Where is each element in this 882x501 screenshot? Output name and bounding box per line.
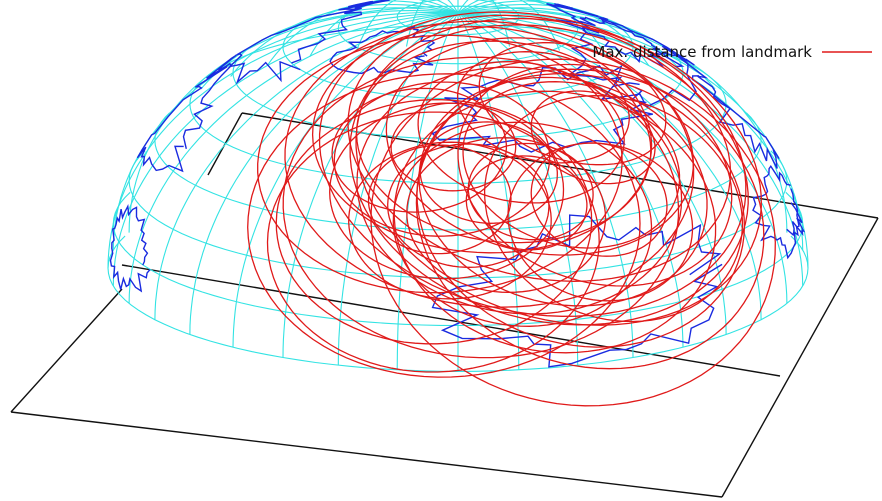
coastline: [752, 164, 800, 260]
coastline: [546, 3, 697, 108]
distance-ring: [331, 87, 508, 213]
coastline: [431, 214, 723, 368]
grid-meridian: [112, 12, 459, 287]
grid-meridian: [457, 0, 561, 51]
coastline: [109, 204, 151, 293]
coastline: [660, 45, 780, 169]
grid-meridian: [230, 3, 459, 77]
plane-edge-front-left: [10, 288, 123, 413]
legend: Max. distance from landmark: [592, 43, 872, 61]
distance-ring: [275, 99, 593, 345]
distance-rings: [247, 11, 776, 407]
distance-ring: [247, 73, 641, 378]
distance-ring: [462, 81, 681, 249]
distance-ring: [355, 40, 652, 244]
distance-ring: [418, 76, 708, 307]
distance-ring: [478, 42, 667, 166]
distance-ring: [385, 37, 694, 256]
coastlines: [109, 0, 806, 368]
distance-ring: [311, 26, 653, 254]
grid-meridian: [232, 12, 459, 348]
distance-ring: [349, 24, 749, 326]
grid-meridian: [457, 12, 727, 335]
distance-ring: [257, 34, 623, 294]
distance-ring: [530, 142, 668, 257]
grid-meridian: [128, 12, 459, 304]
distance-ring: [370, 58, 776, 407]
coastline: [227, 0, 391, 85]
plane-equator-line: [121, 264, 781, 377]
plane-edge-front: [10, 411, 723, 498]
coastline: [329, 25, 436, 75]
distance-ring: [318, 11, 747, 317]
distance-ring: [284, 20, 695, 308]
grid-meridian: [405, 0, 459, 47]
legend-label: Max. distance from landmark: [592, 43, 812, 61]
distance-ring: [333, 81, 551, 237]
base-plane: [10, 112, 879, 498]
grid-meridian: [154, 12, 459, 320]
distance-ring: [393, 90, 717, 354]
grid-meridian: [189, 12, 459, 335]
coastline: [136, 54, 237, 173]
plane-edge-right: [721, 217, 879, 498]
distance-ring: [406, 137, 607, 294]
grid-meridian: [282, 12, 459, 358]
distance-ring: [367, 144, 512, 255]
distance-ring: [266, 111, 600, 373]
distance-ring: [456, 51, 630, 164]
distance-ring: [416, 72, 746, 348]
coastline: [786, 202, 806, 237]
distance-ring: [387, 143, 550, 268]
distance-ring: [282, 56, 680, 359]
distance-ring: [415, 68, 765, 370]
coastline: [579, 16, 664, 68]
distance-ring: [530, 90, 656, 185]
grid-meridian: [107, 12, 459, 269]
distance-ring: [347, 14, 732, 282]
grid-meridian: [457, 0, 607, 58]
distance-ring: [483, 95, 744, 323]
distance-ring: [457, 63, 733, 287]
